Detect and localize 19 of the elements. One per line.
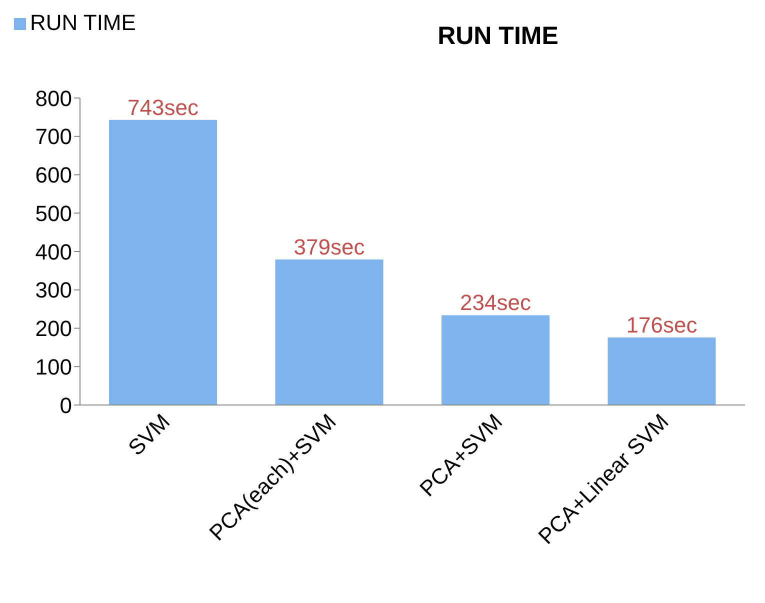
y-tick-label: 100 <box>35 354 72 380</box>
data-label: 379sec <box>294 234 365 260</box>
legend-label: RUN TIME <box>30 10 136 35</box>
chart-title: RUN TIME <box>436 22 560 51</box>
y-tick-label: 800 <box>35 86 72 111</box>
bar <box>275 260 384 405</box>
y-tick-label: 300 <box>35 278 72 303</box>
y-tick-label: 400 <box>35 239 72 264</box>
bar <box>442 315 550 405</box>
data-label: 743sec <box>128 94 198 120</box>
data-label: 176sec <box>626 312 698 338</box>
y-tick-label: 700 <box>35 124 72 150</box>
data-label: 234sec <box>460 290 531 316</box>
y-tick-label: 0 <box>60 392 72 418</box>
y-tick-label: 200 <box>35 316 72 342</box>
bar <box>608 337 716 405</box>
bar <box>109 120 217 405</box>
y-tick-label: 500 <box>35 200 72 226</box>
y-tick-label: 600 <box>35 162 72 188</box>
